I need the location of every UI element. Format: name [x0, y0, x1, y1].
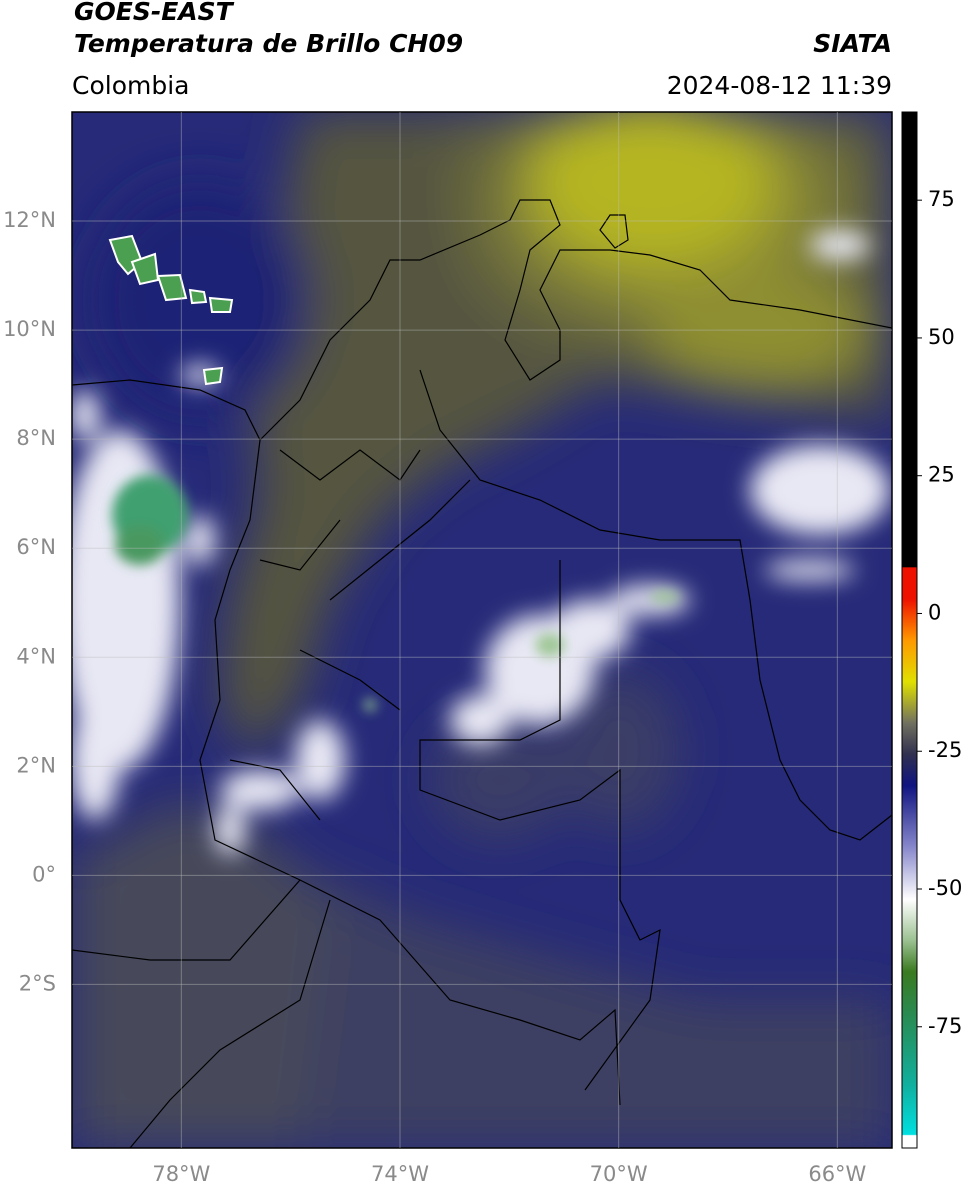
- satellite-image: [72, 112, 892, 1148]
- lon-tick-label: 70°W: [590, 1162, 648, 1186]
- colorbar-tick-label: 75: [928, 187, 955, 211]
- lat-tick-label: 2°S: [19, 971, 56, 995]
- region: Colombia: [72, 71, 189, 100]
- datetime: 2024-08-12 11:39: [667, 71, 892, 100]
- lat-tick-label: 0°: [32, 862, 56, 886]
- source: SIATA: [813, 29, 892, 58]
- colorbar-tick-label: 25: [928, 463, 955, 487]
- lat-tick-label: 8°N: [16, 426, 56, 450]
- title: GOES-EAST: [74, 0, 235, 26]
- colorbar-tick-label: 0: [928, 600, 941, 624]
- graticule: 78°W 74°W 70°W 66°W 12°N 10°N 8°N 6°N 4°N 2°N 0° 2°…: [3, 112, 892, 1186]
- lat-tick-label: 6°N: [16, 535, 56, 559]
- subtitle: Temperatura de Brillo CH09: [74, 29, 463, 58]
- lat-tick-label: 10°N: [3, 317, 56, 341]
- colorbar-ticks: 75 50 25 0 -25 -50 -75: [917, 187, 962, 1038]
- lon-tick-label: 66°W: [808, 1162, 866, 1186]
- lon-tick-label: 74°W: [371, 1162, 429, 1186]
- colorbar-tick-label: 50: [928, 325, 955, 349]
- colorbar-tick-label: -75: [928, 1014, 962, 1038]
- borders: [72, 199, 892, 1148]
- colorbar-tick-label: -25: [928, 738, 962, 762]
- lat-tick-label: 12°N: [3, 208, 56, 232]
- colorbar: [901, 111, 918, 1149]
- lon-tick-label: 78°W: [152, 1162, 210, 1186]
- map-frame: [71, 111, 893, 1149]
- colorbar-tick-label: -50: [928, 876, 962, 900]
- lat-tick-label: 4°N: [16, 644, 56, 668]
- lat-tick-label: 2°N: [16, 753, 56, 777]
